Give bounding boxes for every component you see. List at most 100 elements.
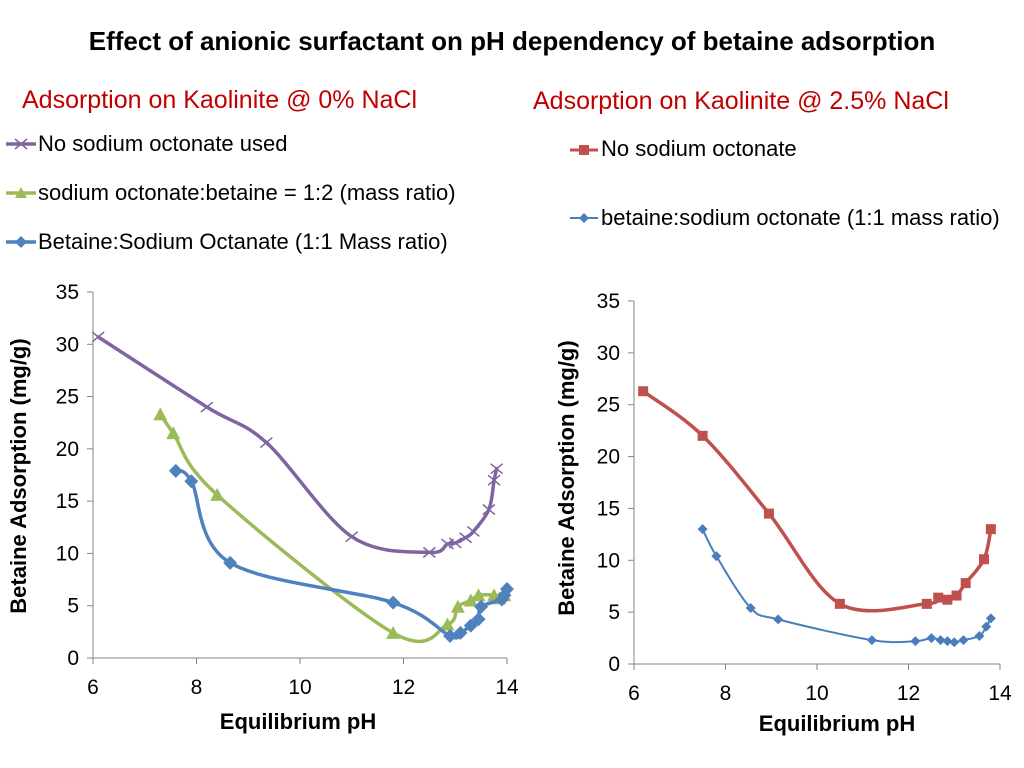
- legend-label-betaine-octonate-1-1: betaine:sodium octonate (1:1 mass ratio): [601, 205, 1000, 230]
- right-x-axis-title: Equilibrium pH: [759, 711, 915, 736]
- left-series-1-point: [210, 487, 225, 501]
- left-series-0-point: [200, 401, 214, 413]
- left-chart: 0 5 10 15 20 25 30 35 6 8 10 12 14 Equilibrium pH Be…: [6, 281, 519, 734]
- right-y-tick-label: 5: [608, 601, 620, 624]
- right-series-1-point: [711, 551, 722, 562]
- left-y-tick-label: 5: [67, 595, 79, 618]
- left-x-tick-label: 12: [392, 676, 415, 699]
- left-series-2-point: [386, 595, 401, 610]
- left-panel-title: Adsorption on Kaolinite @ 0% NaCl: [22, 86, 418, 114]
- left-x-tick-label: 6: [87, 676, 99, 699]
- legend-label-betaine-octanate-1-1: Betaine:Sodium Octanate (1:1 Mass ratio): [38, 229, 448, 254]
- right-series-0-point: [834, 598, 845, 609]
- left-series-0-point: [490, 463, 504, 475]
- right-series-0-point: [697, 430, 708, 441]
- right-series-1-point: [985, 613, 996, 624]
- right-series-1-point: [935, 635, 946, 646]
- right-x-tick-label: 6: [628, 682, 640, 705]
- right-series-0-point: [978, 554, 989, 565]
- right-series-0-point: [951, 590, 962, 601]
- legend-swatch-green-triangle: [6, 187, 36, 198]
- left-x-axis-title: Equilibrium pH: [220, 709, 376, 734]
- right-series-1-point: [926, 633, 937, 644]
- right-x-tick-label: 14: [988, 682, 1012, 705]
- right-y-tick-label: 35: [597, 290, 620, 313]
- right-series-0-point: [933, 592, 944, 603]
- left-y-tick-label: 30: [56, 333, 79, 356]
- left-series-0-point: [466, 525, 480, 538]
- left-y-axis-title: Betaine Adsorption (mg/g): [6, 338, 31, 613]
- right-series-0-point: [921, 598, 932, 609]
- right-series-1-point: [942, 636, 953, 647]
- left-series-0-point: [259, 437, 273, 449]
- right-y-tick-label: 10: [597, 549, 620, 572]
- right-y-tick-label: 30: [597, 342, 620, 365]
- left-y-tick-label: 0: [67, 647, 79, 670]
- left-y-tick-label: 10: [56, 542, 79, 565]
- left-series-1-point: [471, 588, 486, 602]
- left-series-0-point: [345, 531, 359, 543]
- legend-label-no-octonate-used: No sodium octonate used: [38, 131, 288, 156]
- right-y-tick-label: 15: [597, 497, 620, 520]
- left-series-0-point: [448, 537, 462, 549]
- left-series-0-point: [487, 474, 501, 486]
- legend-swatches: [6, 138, 598, 248]
- legend-swatch-blue-diamond-right: [570, 213, 598, 223]
- right-series-0-point: [985, 524, 996, 535]
- right-series-0-point: [638, 386, 649, 397]
- right-series-1-point: [974, 630, 985, 641]
- right-x-tick-label: 8: [720, 682, 732, 705]
- left-series-2-point: [168, 463, 183, 478]
- right-series-1-point: [866, 635, 877, 646]
- left-series-1-line: [158, 412, 507, 644]
- left-series-0-point: [422, 546, 436, 558]
- left-series-2-point: [471, 612, 486, 627]
- left-series-0-point: [482, 503, 496, 516]
- left-series-2-point: [474, 599, 489, 614]
- right-series-1-point: [981, 621, 992, 632]
- left-series-1-point: [153, 407, 168, 421]
- legend-label-octonate-1-2: sodium octonate:betaine = 1:2 (mass rati…: [38, 180, 456, 205]
- right-panel-title: Adsorption on Kaolinite @ 2.5% NaCl: [533, 87, 949, 115]
- left-y-tick-label: 20: [56, 438, 79, 461]
- left-x-tick-label: 14: [495, 676, 519, 699]
- left-series-0-line: [96, 335, 499, 555]
- left-series-1-point: [463, 593, 478, 607]
- legend-swatch-red-square: [570, 145, 598, 155]
- right-series-0-point: [960, 578, 971, 589]
- right-y-tick-label: 20: [597, 446, 620, 469]
- right-y-tick-label: 25: [597, 394, 620, 417]
- left-series-1-point: [440, 617, 455, 631]
- right-y-axis-title: Betaine Adsorption (mg/g): [554, 340, 579, 615]
- left-series-2-point: [184, 474, 199, 489]
- legend-label-no-octonate: No sodium octonate: [601, 136, 797, 161]
- right-chart: 0 5 10 15 20 25 30 35 6 8 10 12 14 Equilibrium pH Be…: [554, 290, 1012, 736]
- left-series-2-point: [223, 555, 238, 570]
- left-y-tick-label: 35: [56, 281, 79, 304]
- left-series-2-point: [463, 618, 478, 633]
- left-x-tick-label: 10: [288, 676, 311, 699]
- legend-swatch-purple-x: [6, 138, 36, 150]
- right-series-1-point: [697, 524, 708, 535]
- left-series-2-point: [453, 625, 468, 640]
- right-series-0-point: [763, 508, 774, 519]
- left-series-2-point: [443, 629, 458, 644]
- left-series-1-point: [166, 426, 181, 440]
- right-series-0-point: [942, 594, 953, 605]
- right-series-1-point: [745, 602, 756, 613]
- left-series-1-point: [450, 599, 465, 613]
- right-series-1-point: [949, 637, 960, 648]
- right-y-tick-label: 0: [608, 653, 620, 676]
- left-series-2-point: [500, 581, 514, 596]
- right-series-1-line: [701, 528, 992, 644]
- right-series-1-point: [910, 636, 921, 647]
- left-series-0-point: [91, 331, 105, 343]
- left-y-tick-label: 25: [56, 386, 79, 409]
- right-x-tick-label: 12: [897, 682, 920, 705]
- right-series-0-line: [641, 389, 993, 613]
- legend-swatch-blue-diamond: [6, 236, 36, 248]
- left-y-tick-label: 15: [56, 490, 79, 513]
- slide-title: Effect of anionic surfactant on pH depen…: [88, 26, 936, 56]
- left-series-1-point: [386, 625, 401, 639]
- right-x-tick-label: 10: [805, 682, 828, 705]
